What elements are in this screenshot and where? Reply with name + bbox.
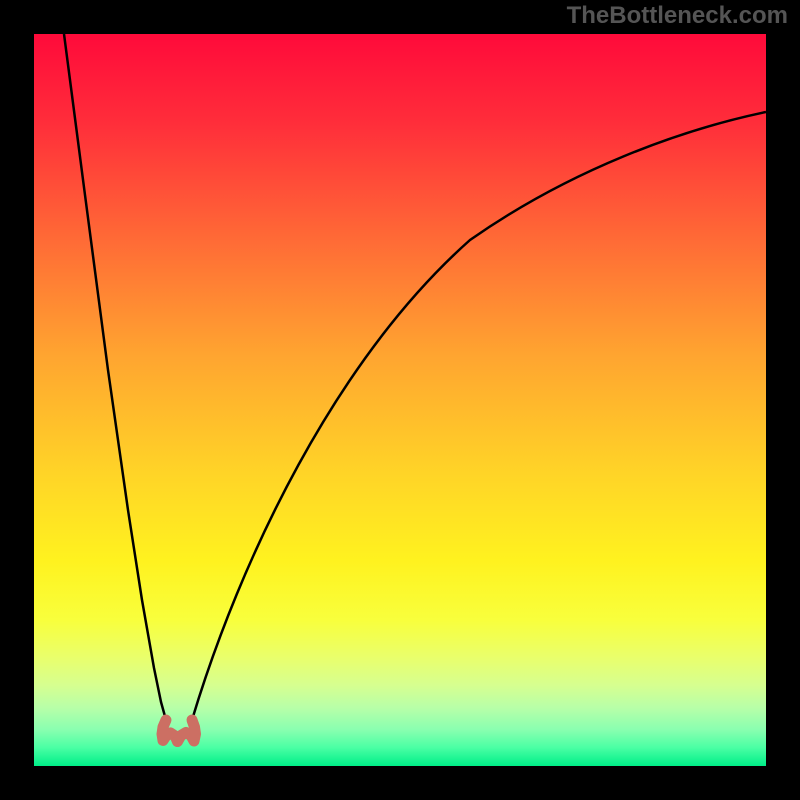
gradient-area [34,34,766,766]
chart-container: TheBottleneck.com [0,0,800,800]
watermark-text: TheBottleneck.com [567,2,788,30]
gradient-svg [34,34,766,766]
